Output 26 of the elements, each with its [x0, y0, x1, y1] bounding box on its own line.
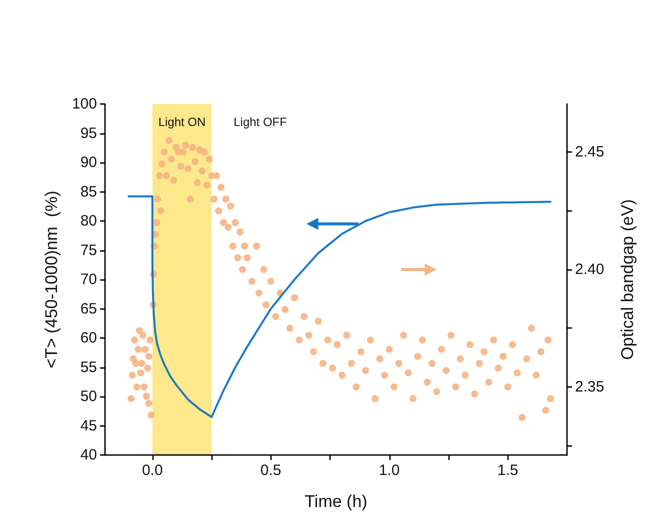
x-tick-label: 0.5	[260, 462, 282, 479]
band-label: Light ON	[158, 115, 206, 129]
y-tick-label: 55	[80, 358, 97, 376]
y-axis-title: <T> (450-1000)nm (%)	[42, 190, 61, 368]
y-tick-label: 45	[80, 417, 97, 434]
y-tick-label: 50	[80, 388, 97, 405]
y-tick-label: 60	[80, 330, 97, 346]
annotation: Light OFF	[234, 115, 287, 129]
x-tick-label: 1.0	[378, 462, 400, 479]
y2-tick-label: 2.35	[575, 378, 604, 396]
x-tick-label: 0.0	[142, 462, 163, 479]
y-tick-label: 75	[80, 242, 97, 259]
y-tick-label: 90	[80, 154, 97, 171]
y-tick-label: 95	[80, 124, 97, 142]
y2-axis-title: Optical bandgap (eV)	[618, 199, 637, 360]
y-tick-label: 80	[80, 212, 97, 230]
y2-tick-label: 2.40	[575, 261, 604, 278]
y-tick-label: 40	[80, 446, 97, 464]
y-tick-label: 100	[72, 96, 97, 112]
x-tick-label: 1.5	[497, 462, 518, 479]
y-tick-label: 70	[80, 271, 97, 288]
y-tick-label: 85	[80, 183, 97, 200]
line-series	[128, 195, 552, 418]
x-axis-title: Time (h)	[304, 492, 368, 511]
y-tick-label: 65	[80, 300, 97, 318]
y2-tick-label: 2.45	[575, 144, 604, 161]
